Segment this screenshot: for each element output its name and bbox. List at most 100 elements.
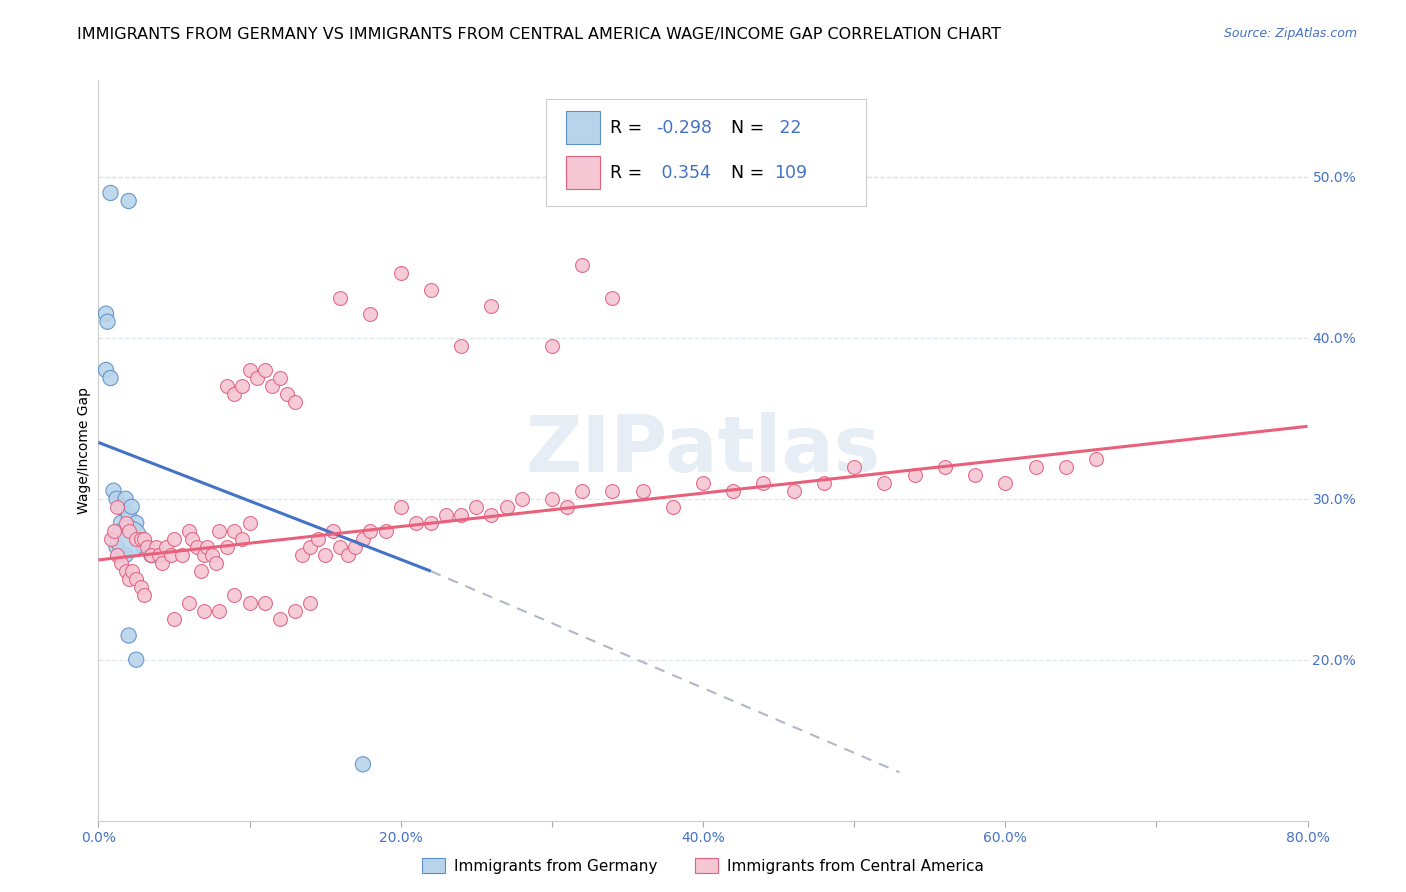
Text: N =: N = xyxy=(731,164,769,182)
Text: N =: N = xyxy=(731,119,769,136)
Point xyxy=(994,475,1017,490)
Point xyxy=(208,604,231,618)
Point xyxy=(103,524,125,538)
Point xyxy=(224,588,246,602)
Point xyxy=(179,524,201,538)
FancyBboxPatch shape xyxy=(546,99,866,206)
Point xyxy=(420,283,443,297)
Point xyxy=(224,524,246,538)
Point xyxy=(105,540,128,554)
Point xyxy=(844,459,866,474)
Point xyxy=(269,612,291,626)
Point xyxy=(284,604,307,618)
Point xyxy=(155,540,177,554)
Point xyxy=(405,516,427,530)
Point xyxy=(94,363,117,377)
Point xyxy=(307,532,329,546)
Point xyxy=(434,508,457,522)
Point xyxy=(186,540,208,554)
Point xyxy=(360,524,382,538)
Point xyxy=(110,500,132,514)
Point xyxy=(132,588,155,602)
Point xyxy=(344,540,367,554)
Point xyxy=(118,532,141,546)
Point xyxy=(360,307,382,321)
Point xyxy=(752,475,775,490)
Point xyxy=(253,596,276,610)
Point xyxy=(132,540,155,554)
Point xyxy=(389,500,412,514)
Point xyxy=(450,339,472,353)
Point xyxy=(141,548,163,562)
Point xyxy=(141,548,163,562)
Point xyxy=(114,516,136,530)
Point xyxy=(934,459,956,474)
Point xyxy=(224,387,246,401)
Point xyxy=(510,491,533,506)
Point xyxy=(141,548,163,562)
Point xyxy=(208,524,231,538)
Point xyxy=(723,483,745,498)
Point xyxy=(329,291,352,305)
Point xyxy=(160,548,183,562)
Point xyxy=(904,467,927,482)
Point xyxy=(129,532,152,546)
Point xyxy=(352,532,374,546)
Point xyxy=(1054,459,1077,474)
Point xyxy=(190,564,212,578)
Point xyxy=(602,483,624,498)
Point xyxy=(540,491,562,506)
Point xyxy=(114,491,136,506)
Point xyxy=(661,500,683,514)
Point xyxy=(873,475,896,490)
Text: R =: R = xyxy=(610,119,648,136)
Point xyxy=(555,500,578,514)
Point xyxy=(145,540,167,554)
Point xyxy=(262,379,284,393)
Point xyxy=(246,371,269,385)
Point xyxy=(329,540,352,554)
Point xyxy=(291,548,314,562)
Point xyxy=(148,548,170,562)
FancyBboxPatch shape xyxy=(567,112,600,145)
Point xyxy=(193,548,215,562)
Point xyxy=(125,532,148,546)
Point xyxy=(201,548,224,562)
Point xyxy=(125,516,148,530)
Point xyxy=(114,548,136,562)
Point xyxy=(239,363,262,377)
Point xyxy=(276,387,298,401)
Point xyxy=(231,379,253,393)
Text: Source: ZipAtlas.com: Source: ZipAtlas.com xyxy=(1223,27,1357,40)
Point xyxy=(114,564,136,578)
Text: IMMIGRANTS FROM GERMANY VS IMMIGRANTS FROM CENTRAL AMERICA WAGE/INCOME GAP CORRE: IMMIGRANTS FROM GERMANY VS IMMIGRANTS FR… xyxy=(77,27,1001,42)
Point xyxy=(118,524,141,538)
Point xyxy=(100,186,122,200)
Point xyxy=(170,548,193,562)
Text: 109: 109 xyxy=(775,164,807,182)
Text: 22: 22 xyxy=(775,119,801,136)
Point xyxy=(314,548,336,562)
Point xyxy=(692,475,714,490)
Point xyxy=(105,500,128,514)
Point xyxy=(352,757,374,772)
Point xyxy=(105,491,128,506)
Point xyxy=(783,483,806,498)
Point xyxy=(163,612,186,626)
Point xyxy=(195,540,218,554)
FancyBboxPatch shape xyxy=(567,156,600,189)
Point xyxy=(129,580,152,594)
Text: R =: R = xyxy=(610,164,648,182)
Point xyxy=(322,524,344,538)
Point xyxy=(299,596,322,610)
Point xyxy=(1024,459,1046,474)
Point xyxy=(105,548,128,562)
Point xyxy=(571,259,593,273)
Point xyxy=(495,500,517,514)
Point xyxy=(481,508,503,522)
Point xyxy=(163,532,186,546)
Point xyxy=(420,516,443,530)
Point xyxy=(132,532,155,546)
Point xyxy=(239,596,262,610)
Point xyxy=(336,548,359,562)
